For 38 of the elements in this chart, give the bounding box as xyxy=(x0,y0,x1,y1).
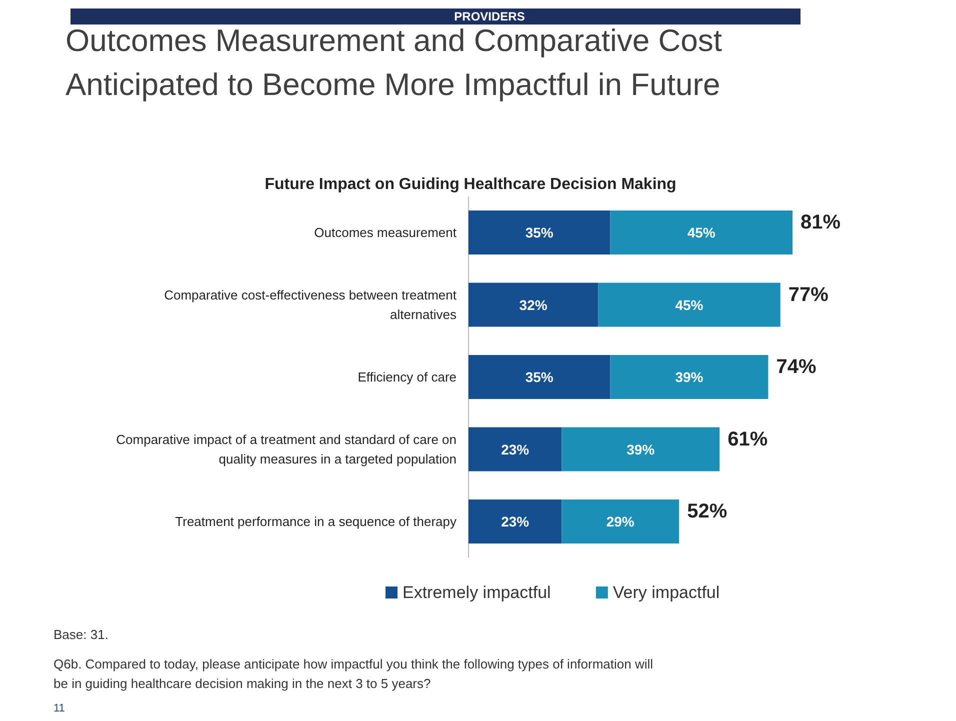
y-tick-label: Comparative impact of a treatment and standard of care on quality measures in a targeted population xyxy=(116,432,457,466)
data-label: 29% xyxy=(606,514,635,530)
text: PROVIDERS xyxy=(454,10,525,24)
bar xyxy=(598,282,780,327)
data-label: 39% xyxy=(675,369,704,385)
total-label: 74% xyxy=(776,356,816,378)
data-label: 45% xyxy=(687,224,716,240)
bar xyxy=(562,500,680,544)
data-label: 23% xyxy=(501,441,530,458)
total-label: 52% xyxy=(687,500,728,522)
y-tick-label: Comparative cost-effectiveness between treatment alternatives xyxy=(164,288,457,322)
text: Q6b. Compared to today, please anticipate how impactful you think the following types of information will be in guiding healthcare decision making in the next 3 to 5 years? xyxy=(54,656,654,691)
legend-label: Very impactful xyxy=(612,583,720,602)
bar xyxy=(468,427,562,472)
text: 11 xyxy=(54,702,65,714)
data-label: 45% xyxy=(675,296,704,313)
bar xyxy=(562,427,720,472)
bar xyxy=(610,355,768,399)
data-label: 35% xyxy=(525,369,554,385)
y-tick-label: Treatment performance in a sequence of therapy xyxy=(175,514,457,529)
total-label: 77% xyxy=(788,284,829,306)
data-label: 39% xyxy=(626,441,656,458)
chart-title: Outcomes Measurement and Comparative Cost Anticipated to Become More Impactful in Future xyxy=(66,23,722,102)
y-tick-label: Efficiency of care xyxy=(358,370,457,384)
y-tick-label: Outcomes measurement xyxy=(314,225,457,240)
bar xyxy=(610,210,792,254)
data-label: 32% xyxy=(519,296,548,313)
total-label: 61% xyxy=(728,428,768,450)
chart-subtitle: Future Impact on Guiding Healthcare Decision Making xyxy=(264,176,676,193)
text: Base: 31. xyxy=(54,627,108,642)
total-label: 81% xyxy=(800,212,841,234)
data-label: 23% xyxy=(501,514,530,530)
bar xyxy=(468,500,562,544)
bar xyxy=(468,355,610,399)
data-label: 35% xyxy=(525,224,554,240)
bar xyxy=(468,210,610,254)
legend-label: Extremely impactful xyxy=(402,583,551,602)
bar xyxy=(468,282,598,327)
